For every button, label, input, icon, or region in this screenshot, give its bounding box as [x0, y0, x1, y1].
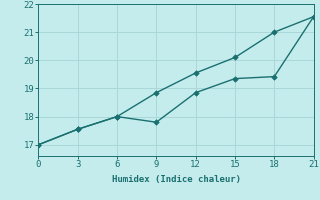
X-axis label: Humidex (Indice chaleur): Humidex (Indice chaleur) — [111, 175, 241, 184]
